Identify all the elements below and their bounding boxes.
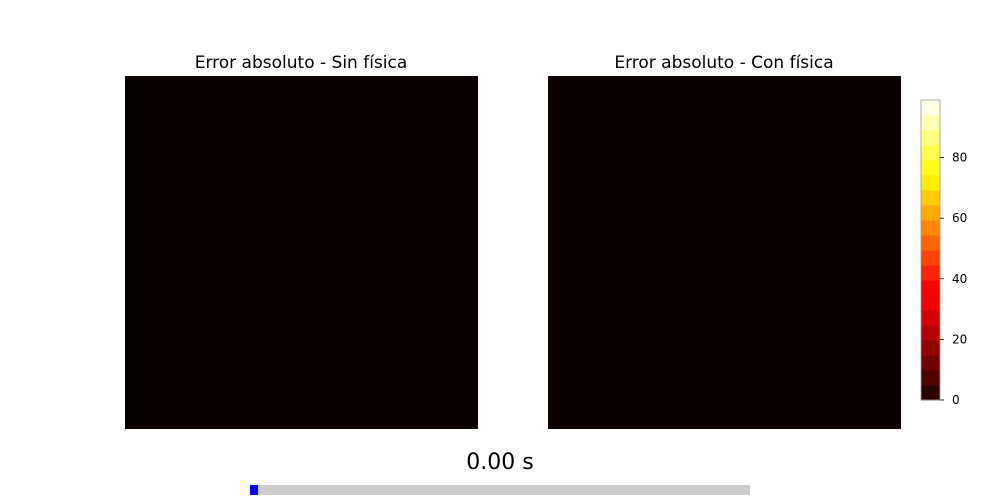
time-slider-handle[interactable] xyxy=(250,485,258,495)
colorbar-band xyxy=(921,175,940,191)
colorbar-tick-label: 60 xyxy=(952,211,967,225)
heatmap-con-fisica xyxy=(548,76,901,429)
colorbar-band xyxy=(921,145,940,161)
colorbar-band xyxy=(921,355,940,371)
heatmap-sin-fisica xyxy=(125,76,478,429)
colorbar-band xyxy=(921,340,940,356)
colorbar-band xyxy=(921,370,940,386)
colorbar-band xyxy=(921,265,940,281)
colorbar-band xyxy=(921,385,940,401)
colorbar-tick-label: 80 xyxy=(952,151,967,165)
colorbar-gradient xyxy=(921,100,940,401)
panel-title-sin-fisica: Error absoluto - Sin física xyxy=(195,53,408,73)
colorbar-band xyxy=(921,235,940,251)
colorbar-tick-label: 20 xyxy=(952,332,967,346)
colorbar: 0 20 40 60 80 xyxy=(920,99,967,407)
colorbar-band xyxy=(921,325,940,341)
colorbar-band xyxy=(921,280,940,296)
colorbar-frame xyxy=(920,99,941,401)
colorbar-ticks: 0 20 40 60 80 xyxy=(940,151,967,407)
colorbar-band xyxy=(921,220,940,236)
colorbar-band xyxy=(921,295,940,311)
panel-title-con-fisica: Error absoluto - Con física xyxy=(614,53,833,73)
colorbar-tick-label: 0 xyxy=(952,393,960,407)
colorbar-tick-label: 40 xyxy=(952,272,967,286)
colorbar-band xyxy=(921,130,940,146)
colorbar-band xyxy=(921,205,940,221)
colorbar-band xyxy=(921,100,940,116)
colorbar-band xyxy=(921,310,940,326)
colorbar-band xyxy=(921,160,940,176)
time-label: 0.00 s xyxy=(466,450,534,475)
colorbar-band xyxy=(921,250,940,266)
colorbar-band xyxy=(921,190,940,206)
colorbar-band xyxy=(921,115,940,131)
time-slider-track[interactable] xyxy=(250,485,750,495)
